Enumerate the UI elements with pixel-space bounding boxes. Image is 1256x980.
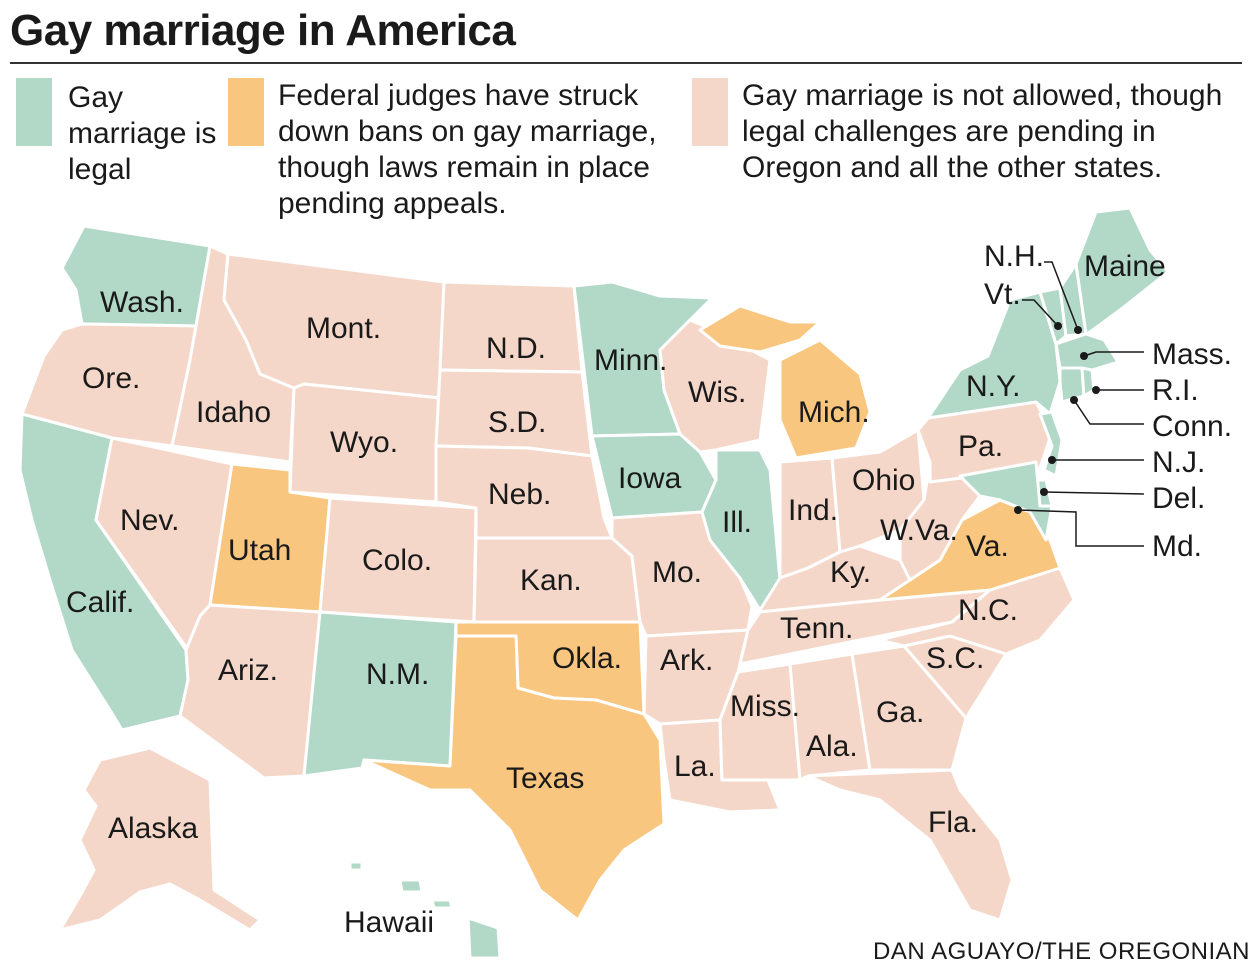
label-de: Del. xyxy=(1152,482,1205,515)
label-wi: Wis. xyxy=(688,376,746,409)
leader-md xyxy=(1017,509,1144,547)
label-pa: Pa. xyxy=(958,430,1003,463)
label-ia: Iowa xyxy=(618,462,682,495)
credit-line: DAN AGUAYO/THE OREGONIAN xyxy=(873,938,1250,965)
label-ak: Alaska xyxy=(108,812,198,845)
label-ga: Ga. xyxy=(876,696,924,729)
label-nh: N.H. xyxy=(984,240,1044,273)
label-ky: Ky. xyxy=(830,556,871,589)
state-al xyxy=(788,652,872,782)
label-ny: N.Y. xyxy=(966,370,1020,403)
label-mn: Minn. xyxy=(594,344,667,377)
label-ms: Miss. xyxy=(730,690,800,723)
label-il: Ill. xyxy=(722,506,752,539)
leader-ma xyxy=(1083,351,1144,357)
state-hi-islet-3 xyxy=(348,860,364,872)
title-rule xyxy=(10,62,1242,64)
leader-nh xyxy=(1044,261,1079,331)
state-wy xyxy=(288,382,442,504)
leader-dots xyxy=(1014,322,1100,514)
label-nv: Nev. xyxy=(120,504,179,537)
label-md: Md. xyxy=(1152,530,1202,563)
label-in: Ind. xyxy=(788,494,838,527)
label-la: La. xyxy=(674,750,716,783)
state-hi-islet-1 xyxy=(398,878,424,894)
leader-vt xyxy=(1022,299,1059,327)
label-oh: Ohio xyxy=(852,464,915,497)
label-wv: W.Va. xyxy=(880,514,958,547)
state-fl xyxy=(806,768,1014,922)
label-tn: Tenn. xyxy=(780,612,853,645)
legend-swatch-not-allowed xyxy=(692,78,728,146)
state-hi xyxy=(466,916,502,960)
label-ok: Okla. xyxy=(552,642,622,675)
state-labels: Wash. Ore. Calif. Idaho Nev. Mont. Wyo. … xyxy=(66,240,1232,939)
label-vt: Vt. xyxy=(984,278,1021,311)
leader-de xyxy=(1043,491,1145,495)
label-sd: S.D. xyxy=(488,406,546,439)
label-mo: Mo. xyxy=(652,556,702,589)
state-ga xyxy=(850,644,968,772)
state-mi-upper xyxy=(698,304,822,354)
label-mt: Mont. xyxy=(306,312,381,345)
leader-dot-md xyxy=(1014,506,1022,514)
label-or: Ore. xyxy=(82,362,140,395)
legend-text-legal: Gay marriage is legal xyxy=(68,81,217,186)
label-ar: Ark. xyxy=(660,644,713,677)
state-mi xyxy=(778,338,872,460)
leader-dot-ct xyxy=(1070,396,1078,404)
state-md xyxy=(958,460,1054,542)
leader-dot-vt xyxy=(1054,322,1062,330)
label-az: Ariz. xyxy=(218,654,278,687)
state-nm xyxy=(302,610,458,778)
state-tx xyxy=(362,634,666,922)
label-sc: S.C. xyxy=(926,642,984,675)
legend-swatch-legal xyxy=(16,78,52,146)
label-mi: Mich. xyxy=(798,396,870,429)
label-hi: Hawaii xyxy=(344,906,434,939)
leader-dot-nh xyxy=(1074,326,1082,334)
label-ut: Utah xyxy=(228,534,291,567)
leader-dot-ri xyxy=(1092,386,1100,394)
leader-dot-de xyxy=(1040,488,1048,496)
legend-text-struck-down: Federal judges have struck down bans on … xyxy=(278,79,657,220)
legend-swatch-struck-down xyxy=(228,78,264,146)
label-wy: Wyo. xyxy=(330,426,398,459)
label-ks: Kan. xyxy=(520,564,582,597)
label-va: Va. xyxy=(966,530,1009,563)
label-al: Ala. xyxy=(806,730,858,763)
label-nc: N.C. xyxy=(958,594,1018,627)
label-ri: R.I. xyxy=(1152,374,1199,407)
label-nm: N.M. xyxy=(366,658,429,691)
label-id: Idaho xyxy=(196,396,271,429)
leader-dot-ma xyxy=(1080,352,1088,360)
legend-text-not-allowed: Gay marriage is not allowed, though lega… xyxy=(742,79,1223,184)
map-title: Gay marriage in America xyxy=(10,6,516,55)
label-ca: Calif. xyxy=(66,586,134,619)
label-nj: N.J. xyxy=(1152,446,1205,479)
label-ne: Neb. xyxy=(488,478,551,511)
label-tx: Texas xyxy=(506,762,584,795)
state-hi-islet-2 xyxy=(430,898,454,910)
state-ak xyxy=(58,746,262,932)
label-fl: Fla. xyxy=(928,806,978,839)
label-wa: Wash. xyxy=(100,286,184,319)
state-az xyxy=(178,603,322,780)
state-nc xyxy=(878,566,1076,656)
label-co: Colo. xyxy=(362,544,432,577)
state-il xyxy=(700,448,782,612)
label-ma: Mass. xyxy=(1152,338,1232,371)
label-nd: N.D. xyxy=(486,332,546,365)
leader-lines xyxy=(1017,261,1145,547)
state-wi xyxy=(658,318,772,454)
leader-ct xyxy=(1073,399,1144,425)
leader-dot-nj xyxy=(1048,456,1056,464)
label-me: Maine xyxy=(1084,250,1166,283)
state-wv xyxy=(898,460,982,582)
state-ri xyxy=(1080,366,1096,398)
label-ct: Conn. xyxy=(1152,410,1232,443)
